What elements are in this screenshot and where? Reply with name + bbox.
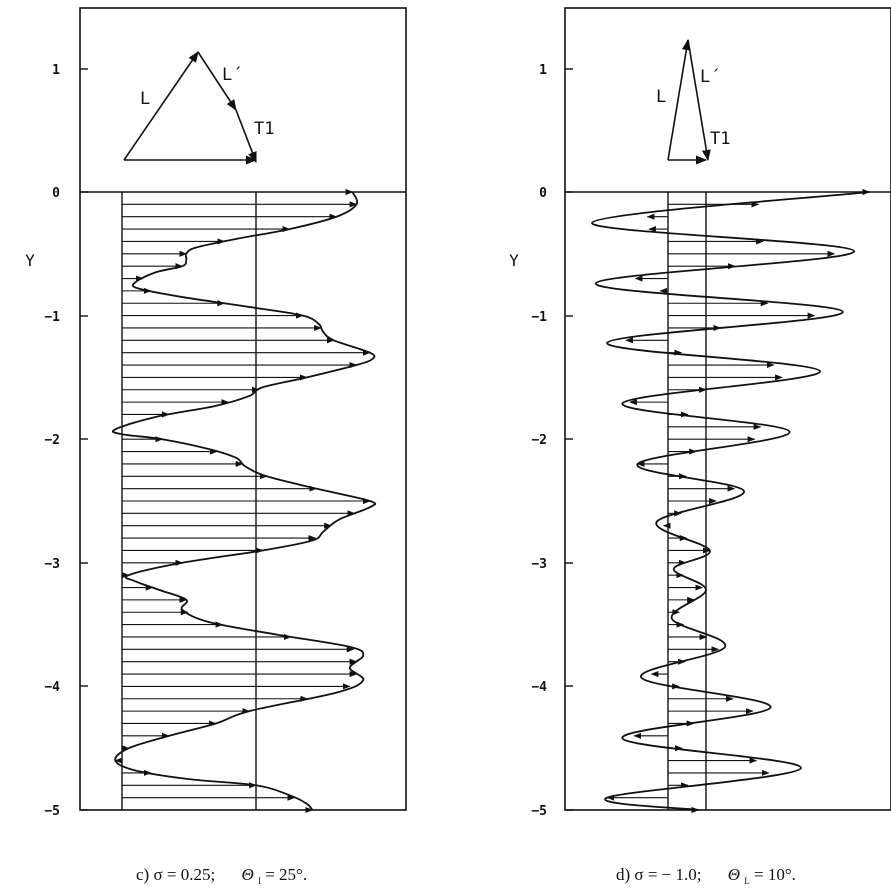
panel-c-vector-T1 — [235, 109, 257, 164]
panel-d-y-ticks: 1 0 −1 −2 −3 −4 −5 — [531, 63, 573, 819]
panel-d-vector-diagram: L L´ T1 — [656, 38, 730, 165]
panel-d-label-Lprime: L´ — [700, 67, 720, 87]
panel-d-profile-curve — [591, 191, 870, 811]
panel-d-caption: d) σ = − 1.0; Θ L = 10°. — [616, 865, 796, 888]
panel-d-tick-label-1: 1 — [539, 63, 547, 78]
panel-d-frame — [564, 7, 891, 811]
panel-c: 1 0 −1 −2 −3 −4 −5 Y L L´ T1 c) σ = 0.25… — [25, 7, 407, 888]
panel-c-vector-diagram: L L´ T1 — [123, 51, 274, 165]
panel-c-label-L: L — [140, 89, 150, 109]
panel-c-tick-label-m5: −5 — [44, 804, 60, 819]
panel-c-tick-label-m4: −4 — [44, 680, 60, 695]
panel-c-tick-label-m1: −1 — [44, 310, 60, 325]
panel-c-vector-Lprime — [197, 51, 237, 111]
panel-d-tick-label-m1: −1 — [531, 310, 547, 325]
panel-d-caption-prefix: d) σ = − 1.0; — [616, 865, 701, 884]
panel-d-profile — [591, 188, 871, 814]
panel-d-caption-theta: Θ — [728, 865, 740, 884]
panel-d-caption-theta-value: = 10°. — [754, 865, 796, 884]
panel-c-ylabel: Y — [25, 251, 35, 270]
panel-d-tick-label-0: 0 — [539, 186, 547, 201]
panel-c-tick-label-1: 1 — [52, 63, 60, 78]
panel-c-caption-theta-value: = 25°. — [265, 865, 307, 884]
panel-d-tick-label-m5: −5 — [531, 804, 547, 819]
panel-c-tick-label-m3: −3 — [44, 557, 60, 572]
panel-d-label-T1: T1 — [710, 129, 730, 149]
panel-c-label-Lprime: L´ — [222, 65, 242, 85]
panel-c-label-T1: T1 — [254, 119, 274, 139]
panel-c-caption-theta-sub: I — [258, 876, 261, 886]
panel-c-caption: c) σ = 0.25; Θ I = 25°. — [136, 865, 307, 888]
panel-d-tick-label-m4: −4 — [531, 680, 547, 695]
panel-c-caption-theta: Θ — [241, 865, 253, 884]
panel-c-vector-L — [123, 51, 199, 161]
panel-c-caption-prefix: c) σ = 0.25; — [136, 865, 215, 884]
panel-d: 1 0 −1 −2 −3 −4 −5 Y L L´ T1 d) σ = − 1.… — [509, 7, 891, 888]
panel-c-y-ticks: 1 0 −1 −2 −3 −4 −5 — [44, 63, 88, 819]
panel-d-vector-L — [667, 38, 691, 161]
panel-c-tick-label-m2: −2 — [44, 433, 60, 448]
panel-c-profile-curve — [111, 191, 377, 811]
panel-d-caption-theta-sub: L — [744, 876, 750, 886]
panel-d-tick-label-m3: −3 — [531, 557, 547, 572]
panel-c-tick-label-0: 0 — [52, 186, 60, 201]
panel-d-tick-label-m2: −2 — [531, 433, 547, 448]
panel-d-ylabel: Y — [509, 251, 519, 270]
panel-d-label-L: L — [656, 87, 666, 107]
panel-d-vector-Lprime — [687, 39, 711, 162]
panel-c-profile — [111, 188, 377, 814]
